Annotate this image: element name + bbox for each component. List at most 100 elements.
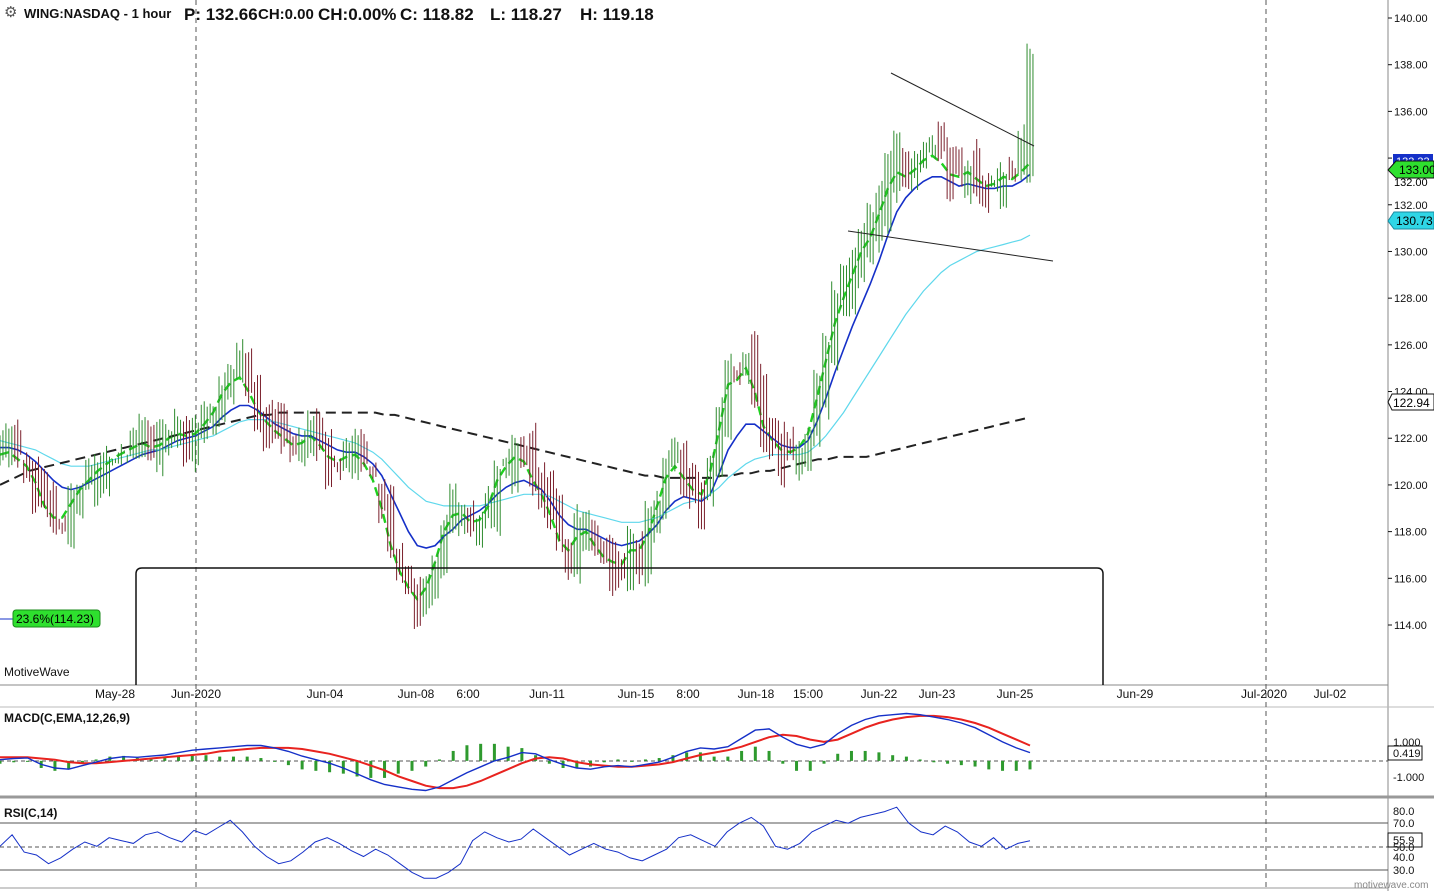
macd-histogram-bar (781, 760, 785, 764)
macd-histogram-bar (204, 755, 208, 761)
header-change: CH:0.00 (258, 6, 314, 23)
macd-histogram-bar (698, 752, 702, 761)
header-close: C: 118.82 (400, 5, 474, 24)
header-change-pct: CH:0.00% (318, 5, 396, 24)
macd-histogram-bar (808, 760, 812, 771)
macd-histogram-bar (822, 760, 826, 764)
macd-histogram-bar (231, 756, 235, 761)
price-tick-label: 138.00 (1394, 60, 1428, 72)
macd-histogram-bar (424, 760, 428, 767)
rsi-line (0, 806, 1031, 879)
macd-histogram-bar (355, 760, 359, 777)
price-tick-label: 140.00 (1394, 13, 1428, 25)
macd-histogram-bar (218, 756, 222, 761)
macd-histogram-bar (245, 756, 249, 761)
macd-histogram-bar (259, 758, 263, 761)
macd-histogram-bar (753, 746, 757, 761)
rsi-axis: 80.0 70.0 55.9 50.0 40.0 30.0 (1387, 806, 1423, 877)
rsi-tick-last: 55.9 (1393, 835, 1414, 847)
watermark: MotiveWave (4, 665, 70, 679)
time-tick-label: Jun-22 (861, 687, 898, 701)
time-tick-label: Jun-25 (997, 687, 1034, 701)
time-tick-label: Jun-11 (529, 687, 565, 701)
macd-histogram-bar (520, 748, 524, 761)
macd-histogram-bar (547, 760, 551, 764)
header-price: P: 132.66 (184, 5, 258, 24)
macd-histogram-bar (657, 758, 661, 761)
time-tick-label: Jun-04 (307, 687, 344, 701)
price-tick-label: 116.00 (1394, 573, 1427, 585)
macd-histogram-bar (492, 743, 496, 761)
macd-histogram-bar (67, 760, 71, 770)
price-tick-label: 118.00 (1394, 527, 1427, 539)
macd-histogram-bar (369, 760, 373, 778)
rsi-tick-80: 80.0 (1393, 806, 1414, 818)
macd-histogram-bar (410, 760, 414, 771)
macd-histogram-bar (328, 760, 332, 773)
price-tick-label: 128.00 (1394, 293, 1428, 305)
macd-histogram-bar (396, 760, 400, 774)
macd-histogram-bar (685, 752, 689, 761)
date-separators (195, 0, 1267, 891)
macd-panel[interactable]: MACD(C,EMA,12,26,9) 1.000 0.419 -1.000 (0, 711, 1424, 792)
macd-histogram-bar (849, 750, 853, 761)
macd-histogram-bar (987, 760, 991, 770)
time-tick-label: 15:00 (793, 687, 823, 701)
macd-histogram-bar (12, 760, 16, 763)
macd-histogram-bar (1028, 760, 1032, 770)
price-tick-label: 114.00 (1394, 620, 1427, 632)
macd-histogram-bar (506, 746, 510, 761)
macd-histogram-bar (973, 760, 977, 767)
price-tick-label: 132.00 (1394, 200, 1428, 212)
macd-histogram-bar (94, 759, 98, 761)
gear-icon[interactable]: ⚙ (4, 4, 17, 21)
fib-label: 23.6%(114.23) (16, 612, 94, 626)
macd-axis: 1.000 0.419 -1.000 (1387, 737, 1424, 784)
rsi-tick-40: 40.0 (1393, 852, 1414, 864)
badge-ma-long: 122.94 (1393, 396, 1430, 410)
rsi-tick-30: 30.0 (1393, 865, 1414, 877)
chart-header: ⚙ WING:NASDAQ - 1 hour P: 132.66 CH:0.00… (4, 4, 654, 24)
time-tick-label: Jun-08 (398, 687, 435, 701)
macd-histogram-bar (671, 755, 675, 761)
time-tick-label: 6:00 (456, 687, 480, 701)
trendline-lower (847, 230, 1054, 262)
time-tick-label: Jul-02 (1314, 687, 1347, 701)
time-tick-label: May-28 (95, 687, 135, 701)
macd-histogram-bar (314, 760, 318, 771)
macd-histogram-bar (767, 750, 771, 761)
badge-grid-132: 132.00 (1394, 177, 1428, 189)
macd-histogram-bar (918, 759, 922, 761)
badge-ma-slow: 130.73 (1396, 214, 1433, 228)
symbol-title: WING:NASDAQ - 1 hour (24, 6, 171, 21)
ohlc-bars (0, 43, 1034, 629)
macd-histogram-bar (177, 756, 181, 761)
macd-histogram-bar (300, 760, 304, 770)
macd-histogram-bar (904, 756, 908, 761)
macd-histogram-bar (795, 760, 799, 771)
macd-histogram-bar (122, 755, 126, 761)
macd-histogram-bar (643, 759, 647, 761)
macd-histogram-bar (836, 753, 840, 761)
macd-histogram-bar (53, 760, 57, 771)
macd-histogram-bar (437, 759, 441, 761)
macd-tick-last: 0.419 (1393, 748, 1421, 760)
time-tick-label: Jun-23 (919, 687, 956, 701)
macd-histogram-bar (630, 760, 634, 762)
macd-histogram-bar (341, 760, 345, 774)
macd-line (0, 712, 1031, 792)
rsi-panel[interactable]: RSI(C,14) 80.0 70.0 55.9 50.0 40.0 30.0 (0, 806, 1423, 879)
price-tick-label: 122.00 (1394, 433, 1428, 445)
range-box (135, 567, 1104, 685)
time-tick-label: 8:00 (676, 687, 700, 701)
macd-histogram-bar (891, 755, 895, 761)
macd-histogram-bar (863, 750, 867, 761)
macd-histogram-bar (877, 752, 881, 761)
macd-histogram-bar (740, 750, 744, 761)
macd-histogram-bar (465, 745, 469, 761)
macd-histogram-bar (946, 760, 950, 764)
rsi-series (0, 806, 1031, 879)
time-tick-label: Jun-15 (618, 687, 655, 701)
macd-histogram-bar (726, 756, 730, 761)
